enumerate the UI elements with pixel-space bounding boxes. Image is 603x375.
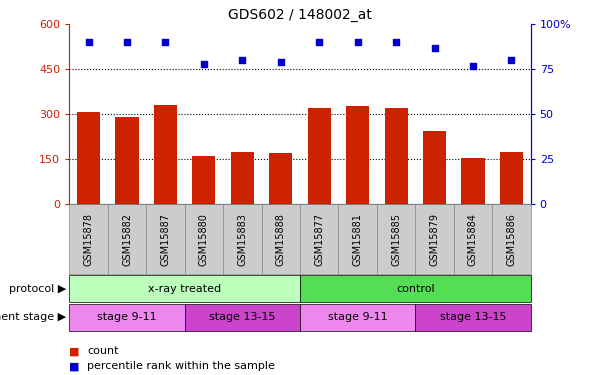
Text: GSM15886: GSM15886 — [507, 213, 516, 266]
Bar — [346, 106, 369, 204]
Point — [430, 45, 440, 51]
Point — [468, 63, 478, 69]
Text: GSM15882: GSM15882 — [122, 213, 132, 266]
Text: stage 13-15: stage 13-15 — [440, 312, 507, 322]
Point — [199, 61, 209, 67]
Text: x-ray treated: x-ray treated — [148, 284, 221, 294]
Text: ■: ■ — [69, 346, 80, 356]
Text: GSM15888: GSM15888 — [276, 213, 286, 266]
Point — [238, 57, 247, 63]
Text: stage 13-15: stage 13-15 — [209, 312, 276, 322]
Point — [391, 39, 401, 45]
Point — [160, 39, 170, 45]
Bar — [192, 156, 215, 204]
Text: GSM15887: GSM15887 — [160, 213, 171, 266]
Text: GSM15881: GSM15881 — [353, 213, 362, 266]
Text: percentile rank within the sample: percentile rank within the sample — [87, 362, 276, 371]
Bar — [231, 152, 254, 204]
Text: ■: ■ — [69, 362, 80, 371]
Bar — [77, 112, 100, 204]
Bar — [500, 152, 523, 204]
Text: GSM15877: GSM15877 — [314, 213, 324, 266]
Point — [276, 59, 286, 65]
Bar — [461, 158, 485, 204]
Bar — [154, 105, 177, 204]
Text: GSM15885: GSM15885 — [391, 213, 401, 266]
Text: protocol ▶: protocol ▶ — [9, 284, 66, 294]
Bar — [385, 108, 408, 204]
Bar — [308, 108, 330, 204]
Text: count: count — [87, 346, 119, 356]
Bar — [269, 153, 292, 204]
Text: stage 9-11: stage 9-11 — [328, 312, 388, 322]
Text: GSM15878: GSM15878 — [84, 213, 93, 266]
Title: GDS602 / 148002_at: GDS602 / 148002_at — [228, 8, 372, 22]
Text: GSM15883: GSM15883 — [238, 213, 247, 266]
Point — [507, 57, 516, 63]
Text: development stage ▶: development stage ▶ — [0, 312, 66, 322]
Text: GSM15880: GSM15880 — [199, 213, 209, 266]
Bar — [116, 117, 139, 204]
Point — [84, 39, 93, 45]
Text: stage 9-11: stage 9-11 — [97, 312, 157, 322]
Text: GSM15884: GSM15884 — [468, 213, 478, 266]
Text: control: control — [396, 284, 435, 294]
Bar — [423, 131, 446, 204]
Point — [353, 39, 362, 45]
Text: GSM15879: GSM15879 — [429, 213, 440, 266]
Point — [314, 39, 324, 45]
Point — [122, 39, 132, 45]
